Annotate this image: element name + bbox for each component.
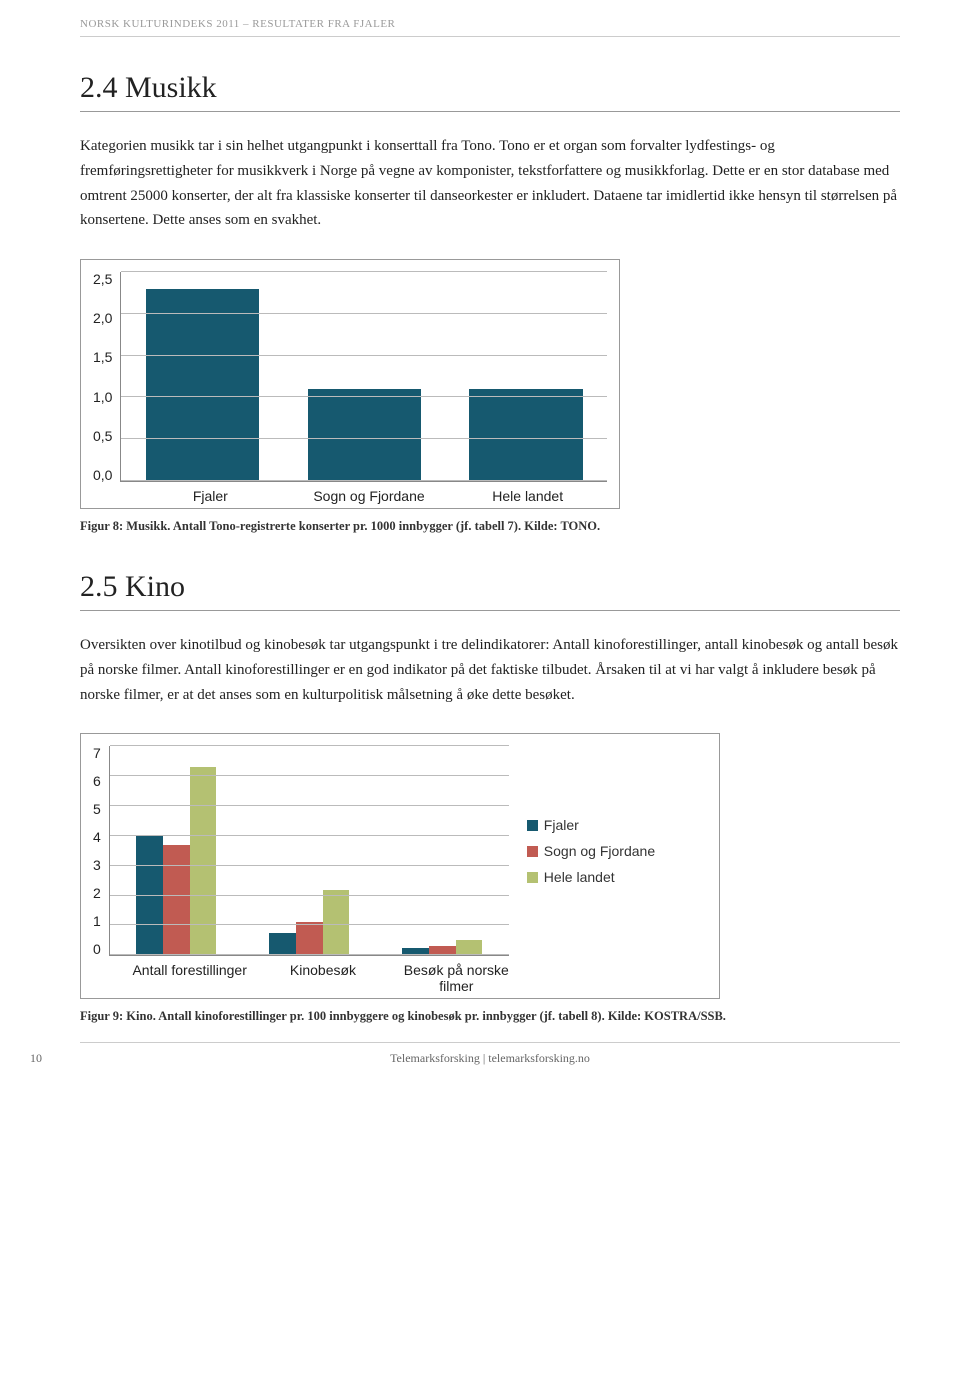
x-label: Hele landet — [448, 488, 607, 504]
bar — [296, 922, 323, 955]
y-tick: 2 — [93, 886, 101, 900]
legend-swatch — [527, 872, 538, 883]
bar-slot — [283, 272, 445, 481]
section-title-kino: 2.5 Kino — [80, 570, 900, 604]
page-number: 10 — [30, 1051, 42, 1066]
header-rule — [80, 36, 900, 37]
chart2-x-labels: Antall forestillingerKinobesøkBesøk på n… — [123, 962, 523, 994]
bar — [190, 767, 217, 955]
bar — [269, 933, 296, 955]
section-title-musikk: 2.4 Musikk — [80, 71, 900, 105]
bar — [469, 389, 582, 481]
chart-musikk: 2,5 2,0 1,5 1,0 0,5 0,0 FjalerSogn og Fjordan… — [80, 259, 620, 509]
bar — [308, 389, 421, 481]
chart-kino: 7 6 5 4 3 2 1 0 Fjaler Sogn og Fjordane Hele land… — [80, 733, 720, 999]
bar — [163, 845, 190, 955]
chart1-y-axis: 2,5 2,0 1,5 1,0 0,5 0,0 — [93, 272, 120, 482]
figure-9-caption: Figur 9: Kino. Antall kinoforestillinger… — [80, 1009, 900, 1024]
bar — [456, 940, 483, 955]
legend-label: Sogn og Fjordane — [544, 843, 655, 859]
body-text-kino: Oversikten over kinotilbud og kinobesøk … — [80, 633, 900, 707]
legend-item: Fjaler — [527, 817, 655, 833]
bar — [146, 289, 259, 481]
figure-8-caption: Figur 8: Musikk. Antall Tono-registrerte… — [80, 519, 900, 534]
footer-text: Telemarksforsking | telemarksforsking.no — [390, 1051, 590, 1065]
legend-swatch — [527, 820, 538, 831]
legend-item: Sogn og Fjordane — [527, 843, 655, 859]
bar — [323, 890, 350, 956]
bar-slot — [121, 272, 283, 481]
x-label: Besøk på norske filmer — [390, 962, 523, 994]
y-tick: 1,0 — [93, 390, 112, 404]
x-label: Kinobesøk — [256, 962, 389, 994]
body-text-musikk: Kategorien musikk tar i sin helhet utgan… — [80, 134, 900, 233]
y-tick: 5 — [93, 802, 101, 816]
chart1-plot-area — [120, 272, 607, 482]
legend-label: Fjaler — [544, 817, 579, 833]
x-label: Antall forestillinger — [123, 962, 256, 994]
y-tick: 0,5 — [93, 429, 112, 443]
bar-slot — [445, 272, 607, 481]
section-rule-2 — [80, 610, 900, 611]
legend-swatch — [527, 846, 538, 857]
page-header: NORSK KULTURINDEKS 2011 – RESULTATER FRA… — [80, 0, 900, 36]
chart2-legend: Fjaler Sogn og Fjordane Hele landet — [509, 746, 655, 956]
y-tick: 2,5 — [93, 272, 112, 286]
y-tick: 1,5 — [93, 350, 112, 364]
chart2-y-axis: 7 6 5 4 3 2 1 0 — [93, 746, 109, 956]
page-footer: 10 Telemarksforsking | telemarksforsking… — [80, 1042, 900, 1066]
chart1-x-labels: FjalerSogn og FjordaneHele landet — [131, 488, 607, 504]
y-tick: 4 — [93, 830, 101, 844]
x-label: Sogn og Fjordane — [290, 488, 449, 504]
x-label: Fjaler — [131, 488, 290, 504]
y-tick: 0 — [93, 942, 101, 956]
y-tick: 6 — [93, 774, 101, 788]
legend-label: Hele landet — [544, 869, 615, 885]
y-tick: 1 — [93, 914, 101, 928]
y-tick: 7 — [93, 746, 101, 760]
chart2-plot-area — [109, 746, 509, 956]
y-tick: 3 — [93, 858, 101, 872]
section-rule-1 — [80, 111, 900, 112]
y-tick: 0,0 — [93, 468, 112, 482]
legend-item: Hele landet — [527, 869, 655, 885]
y-tick: 2,0 — [93, 311, 112, 325]
